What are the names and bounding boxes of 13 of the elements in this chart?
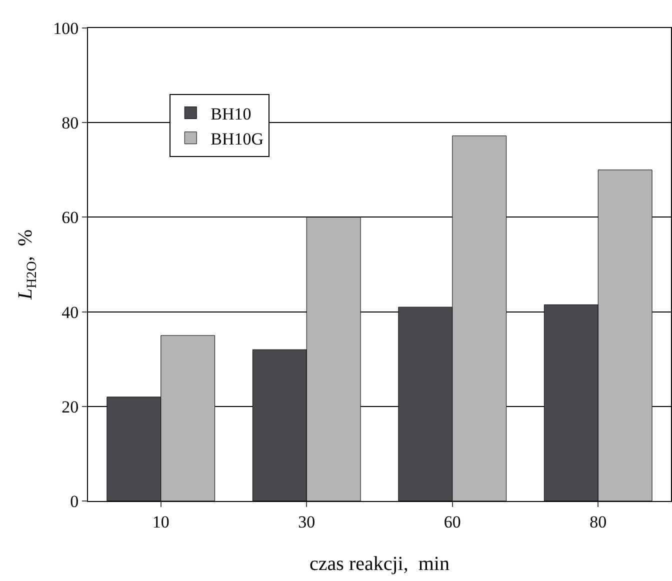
x-tick-label: 30 xyxy=(298,512,316,532)
y-tick-label: 20 xyxy=(62,397,79,416)
y-tick-label: 0 xyxy=(70,492,79,511)
x-axis-title: czas reakcji, min xyxy=(310,552,450,575)
legend-label: BH10G xyxy=(210,130,264,148)
y-tick-label: 60 xyxy=(62,208,79,228)
x-tick-label: 80 xyxy=(590,512,607,532)
y-tick-label: 40 xyxy=(62,302,79,322)
legend-label: BH10 xyxy=(210,104,252,124)
x-tick-label: 10 xyxy=(152,512,170,532)
y-tick-label: 100 xyxy=(53,18,79,38)
x-tick-label: 60 xyxy=(444,512,461,532)
y-tick-label: 80 xyxy=(62,114,79,133)
